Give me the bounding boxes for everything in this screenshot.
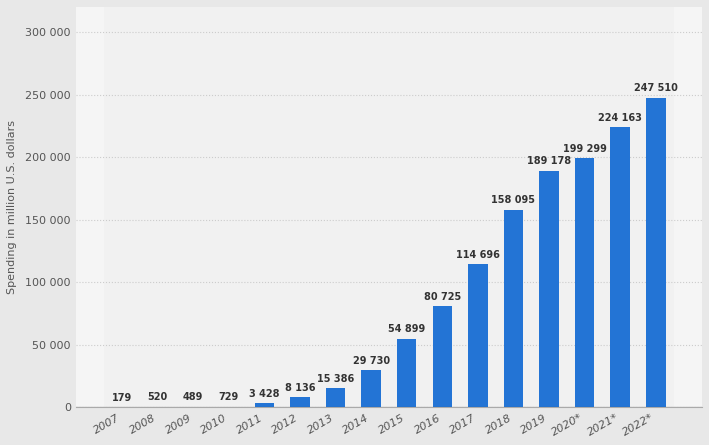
Bar <box>566 7 603 408</box>
Bar <box>325 388 345 408</box>
Y-axis label: Spending in million U.S. dollars: Spending in million U.S. dollars <box>7 120 17 294</box>
Bar <box>219 407 238 408</box>
Text: 489: 489 <box>183 392 203 402</box>
Text: 114 696: 114 696 <box>456 250 500 259</box>
Bar <box>147 407 167 408</box>
Bar <box>318 7 353 408</box>
Text: 247 510: 247 510 <box>634 83 678 93</box>
Text: 224 163: 224 163 <box>598 113 642 122</box>
Text: 189 178: 189 178 <box>527 156 571 166</box>
Text: 729: 729 <box>218 392 239 402</box>
Text: 520: 520 <box>147 392 168 402</box>
Text: 8 136: 8 136 <box>285 383 316 393</box>
Bar <box>175 7 211 408</box>
Bar <box>503 210 523 408</box>
Bar <box>397 339 416 408</box>
Text: 80 725: 80 725 <box>424 292 461 302</box>
Text: 179: 179 <box>112 393 132 403</box>
Bar <box>638 7 674 408</box>
Bar <box>575 158 594 408</box>
Bar <box>140 7 175 408</box>
Bar <box>531 7 566 408</box>
Bar <box>496 7 531 408</box>
Bar <box>603 7 638 408</box>
Bar <box>353 7 389 408</box>
Bar <box>460 7 496 408</box>
Text: 29 730: 29 730 <box>352 356 390 366</box>
Bar <box>389 7 425 408</box>
Bar <box>282 7 318 408</box>
Text: 199 299: 199 299 <box>563 144 607 154</box>
Bar <box>468 264 488 408</box>
Text: 54 899: 54 899 <box>388 324 425 334</box>
Bar <box>425 7 460 408</box>
Bar <box>211 7 247 408</box>
Bar <box>540 171 559 408</box>
Bar <box>290 397 310 408</box>
Text: 3 428: 3 428 <box>249 389 279 399</box>
Bar <box>255 403 274 408</box>
Bar <box>247 7 282 408</box>
Bar <box>646 97 666 408</box>
Bar <box>610 127 630 408</box>
Bar <box>432 307 452 408</box>
Bar <box>362 370 381 408</box>
Text: 158 095: 158 095 <box>491 195 535 205</box>
Bar <box>184 407 203 408</box>
Text: 15 386: 15 386 <box>317 374 354 384</box>
Bar <box>104 7 140 408</box>
